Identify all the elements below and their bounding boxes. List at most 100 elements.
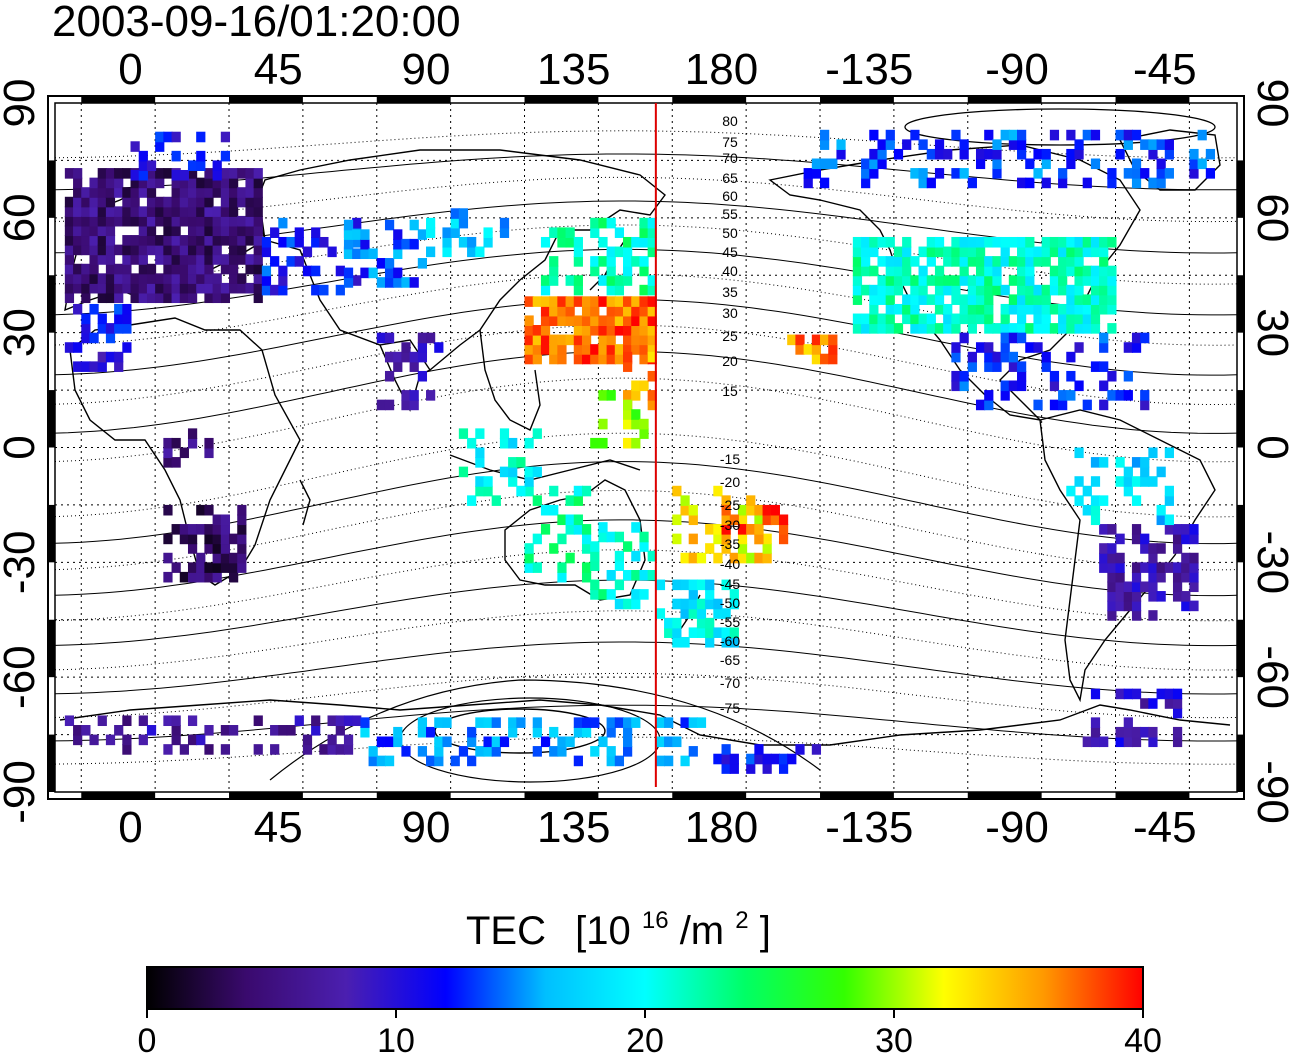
tec-cell	[1123, 591, 1133, 602]
tec-cell	[688, 608, 698, 619]
tec-cell	[852, 313, 863, 325]
tec-cell	[114, 273, 124, 284]
tec-cell	[105, 177, 116, 189]
tec-cell	[590, 344, 600, 355]
tec-cell	[163, 457, 173, 468]
tec-cell	[631, 550, 641, 562]
tec-cell	[1099, 265, 1109, 277]
tec-cell	[696, 627, 707, 638]
tec-cell	[73, 273, 83, 284]
tec-cell	[376, 277, 386, 288]
tec-cell	[975, 294, 986, 305]
tec-cell	[721, 514, 731, 526]
tec-cell	[557, 736, 567, 748]
tec-cell	[590, 305, 600, 317]
tec-cell	[245, 215, 255, 227]
tec-cell	[951, 168, 961, 179]
tec-cell	[614, 531, 625, 543]
tec-cell	[483, 227, 493, 238]
tec-cell	[975, 342, 986, 353]
tec-cell	[467, 495, 477, 506]
tec-cell	[89, 206, 99, 217]
tec-cell	[590, 325, 600, 336]
tec-cell	[483, 476, 493, 487]
tec-cell	[467, 236, 477, 248]
tec-cell	[951, 313, 961, 325]
tec-cell	[196, 263, 206, 275]
tec-cell	[910, 323, 920, 334]
tec-cell	[1041, 313, 1051, 325]
tec-cell	[114, 303, 124, 315]
tec-cell	[540, 504, 551, 516]
tec-cell	[97, 323, 107, 334]
tec-cell	[1049, 275, 1060, 286]
tec-cell	[1033, 148, 1043, 160]
contour-label: -30	[720, 517, 740, 533]
tec-cell	[532, 726, 542, 738]
tec-cell	[302, 734, 313, 746]
tec-cell	[590, 315, 600, 327]
tec-cell	[1172, 736, 1183, 748]
tec-cell	[229, 533, 239, 545]
tec-cell	[179, 235, 189, 246]
tec-cell	[688, 514, 698, 526]
tec-cell	[524, 466, 534, 478]
tec-cell	[532, 325, 542, 336]
tec-cell	[672, 598, 682, 610]
tec-cell	[1074, 256, 1084, 267]
tec-cell	[1181, 552, 1191, 564]
frame-segment	[81, 792, 156, 799]
tec-cell	[1131, 168, 1142, 179]
tec-cell	[114, 313, 124, 325]
tec-cell	[1148, 610, 1158, 621]
tec-cell	[376, 399, 386, 411]
tec-cell	[270, 725, 280, 736]
tec-cell	[869, 284, 879, 296]
tec-cell	[1123, 485, 1133, 497]
tec-cell	[1148, 562, 1158, 573]
tec-cell	[565, 552, 575, 564]
frame-segment	[820, 96, 894, 103]
tec-cell	[984, 342, 994, 353]
tec-cell	[573, 246, 583, 258]
tec-cell	[967, 303, 977, 315]
tec-cell	[623, 246, 633, 258]
tec-cell	[1131, 736, 1142, 748]
tec-cell	[729, 552, 739, 564]
tec-cell	[163, 244, 173, 256]
tec-cell	[606, 315, 616, 327]
tec-cell	[524, 315, 534, 327]
tec-cell	[1140, 168, 1150, 179]
tec-cell	[524, 344, 534, 355]
tec-cell	[639, 265, 649, 277]
tec-cell	[376, 332, 386, 344]
tec-cell	[81, 225, 91, 237]
tec-cell	[343, 734, 354, 746]
tec-cell	[573, 284, 583, 296]
tec-cell	[73, 725, 83, 736]
tec-cell	[138, 263, 148, 275]
tec-cell	[1082, 303, 1092, 315]
tec-cell	[1107, 275, 1117, 286]
tec-cell	[434, 755, 444, 767]
tec-cell	[319, 744, 329, 755]
contour-line	[54, 461, 1238, 545]
tec-cell	[639, 334, 649, 346]
tec-cell	[360, 229, 370, 240]
tec-cell	[623, 315, 633, 327]
tec-cell	[623, 325, 633, 336]
tec-cell	[992, 323, 1002, 334]
tec-cell	[516, 457, 526, 468]
tec-cell	[910, 275, 920, 286]
tec-cell	[204, 215, 214, 227]
tec-cell	[1140, 726, 1150, 738]
tec-cell	[1000, 129, 1010, 141]
tec-cell	[581, 562, 592, 573]
tec-cell	[1082, 129, 1092, 141]
tec-cell	[105, 263, 116, 275]
tec-cell	[549, 334, 559, 346]
tec-cell	[204, 292, 214, 304]
contour-label: 20	[722, 353, 738, 369]
tec-cell	[146, 215, 157, 227]
tec-cell	[302, 744, 313, 755]
